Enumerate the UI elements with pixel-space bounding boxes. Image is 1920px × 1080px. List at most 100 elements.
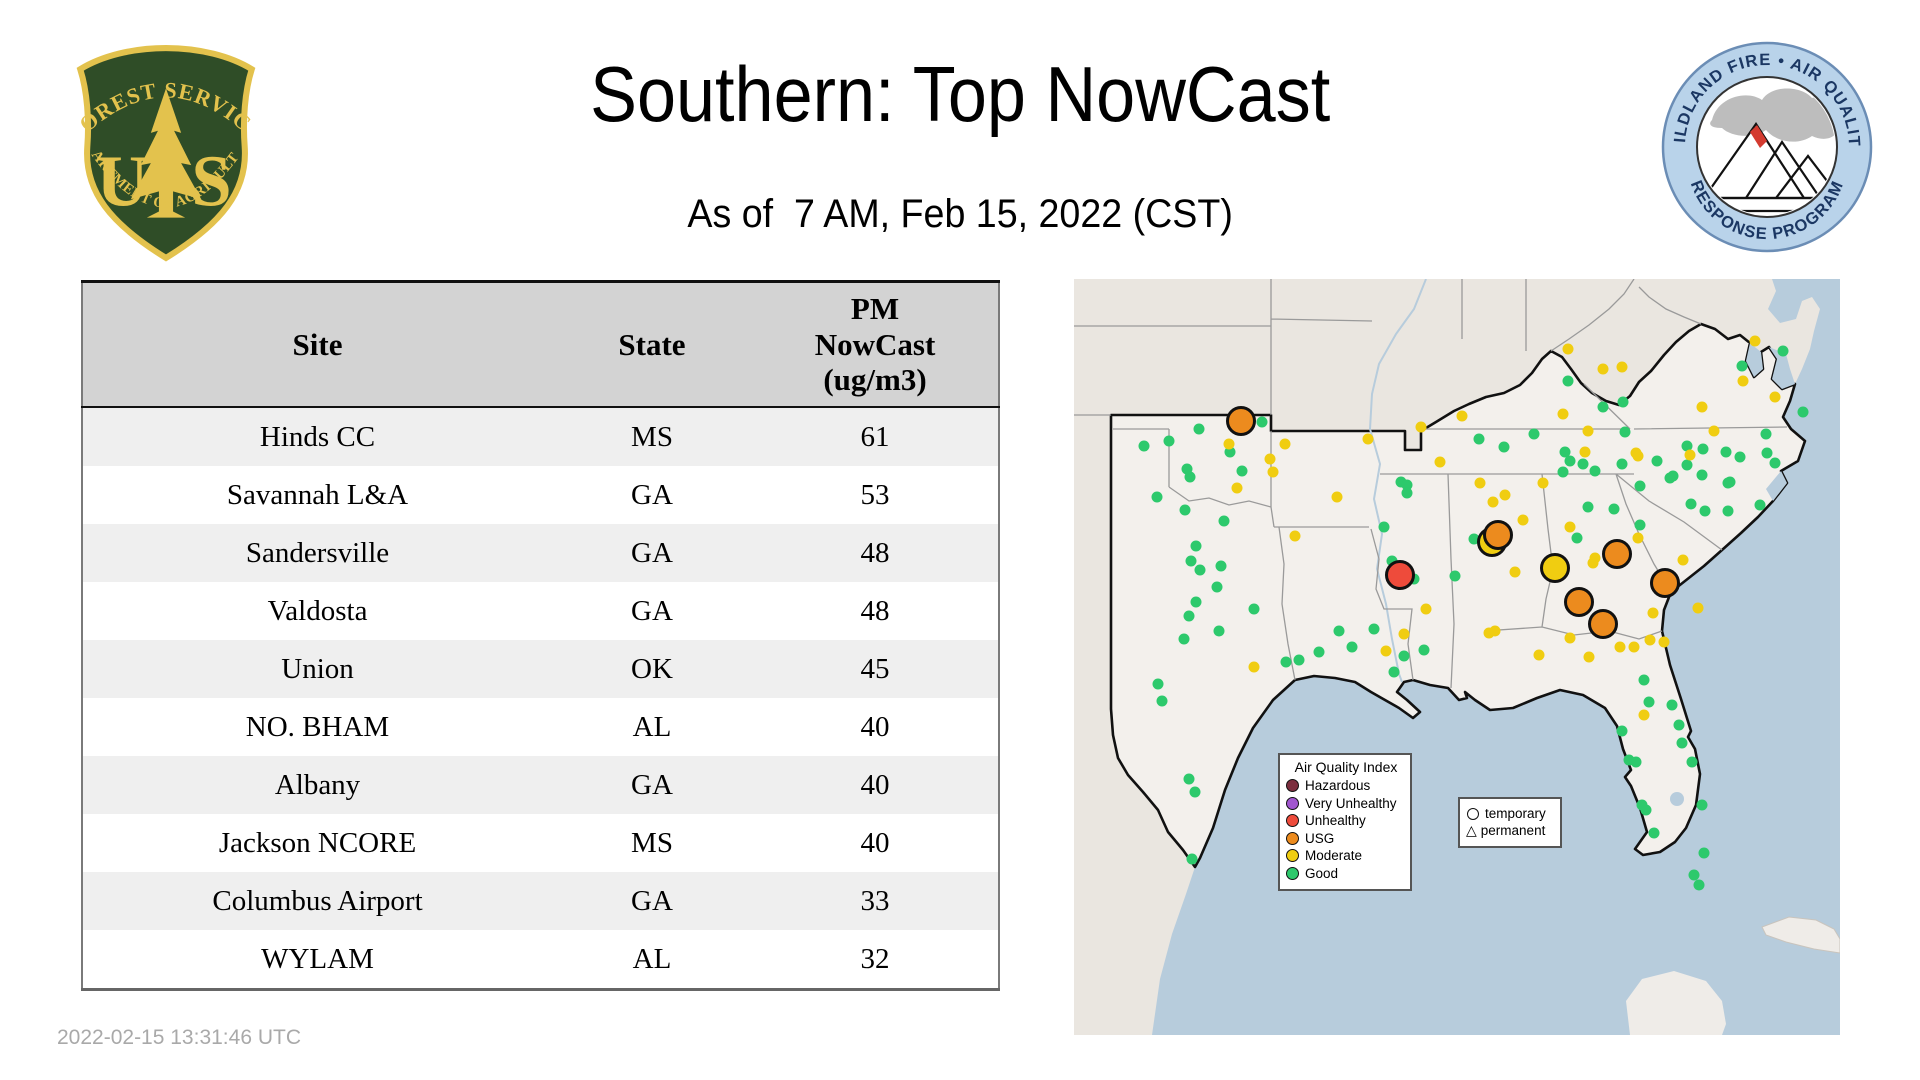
monitor-dot (1577, 458, 1589, 470)
cuba-land (1761, 916, 1840, 954)
monitor-dot (1720, 446, 1732, 458)
aqi-legend-label: Hazardous (1305, 778, 1371, 793)
monitor-dot (1696, 799, 1708, 811)
monitor-dot (1640, 804, 1652, 816)
monitor-dot (1449, 570, 1461, 582)
monitor-dot (1589, 465, 1601, 477)
monitor-dot (1630, 756, 1642, 768)
state-cell: AL (552, 930, 752, 990)
monitor-dot (1597, 363, 1609, 375)
monitor-dot (1156, 695, 1168, 707)
monitor-dot (1754, 499, 1766, 511)
temporary-circle-icon (1467, 807, 1479, 820)
monitor-dot (1597, 401, 1609, 413)
monitor-dot (1632, 532, 1644, 544)
monitor-dot (1616, 458, 1628, 470)
monitor-dot (1658, 636, 1670, 648)
monitor-dot (1681, 440, 1693, 452)
monitor-dot (1696, 401, 1708, 413)
table-row: Jackson NCORE MS 40 (82, 814, 999, 872)
monitor-dot (1696, 469, 1708, 481)
site-markers-layer (1226, 406, 1680, 639)
monitor-dot (1434, 456, 1446, 468)
state-cell: MS (552, 407, 752, 466)
monitor-dot (1194, 564, 1206, 576)
monitor-dot (1666, 699, 1678, 711)
aqi-legend-label: Unhealthy (1305, 813, 1366, 828)
monitor-dot (1564, 521, 1576, 533)
pm-nowcast-cell: 40 (752, 814, 999, 872)
monitor-dot (1178, 633, 1190, 645)
top-site-marker (1588, 609, 1618, 639)
table-row: Valdosta GA 48 (82, 582, 999, 640)
aqi-color-swatch (1286, 796, 1299, 810)
monitor-dot (1248, 603, 1260, 615)
pm-nowcast-cell: 32 (752, 930, 999, 990)
monitor-dot (1211, 581, 1223, 593)
pm-nowcast-cell: 33 (752, 872, 999, 930)
monitor-dot (1651, 455, 1663, 467)
forest-service-logo: FOREST SERVICE U S DEPARTMENT OF AGRICUL… (70, 42, 256, 262)
monitor-dot (1619, 426, 1631, 438)
monitor-dot (1256, 416, 1268, 428)
aqi-legend-label: Very Unhealthy (1305, 795, 1397, 811)
site-cell: Savannah L&A (82, 466, 552, 524)
state-cell: OK (552, 640, 752, 698)
monitor-dot (1676, 737, 1688, 749)
site-cell: Hinds CC (82, 407, 552, 466)
monitor-dot (1489, 625, 1501, 637)
monitor-dot (1388, 666, 1400, 678)
table-row: Savannah L&A GA 53 (82, 466, 999, 524)
monitor-dot (1769, 391, 1781, 403)
monitor-dot (1185, 555, 1197, 567)
monitor-dot (1582, 501, 1594, 513)
table-row: Albany GA 40 (82, 756, 999, 814)
aqi-legend-label: USG (1305, 830, 1335, 846)
monitor-dot (1183, 610, 1195, 622)
top-site-marker (1540, 553, 1570, 583)
site-cell: Jackson NCORE (82, 814, 552, 872)
monitor-dot (1582, 425, 1594, 437)
table-row: Union OK 45 (82, 640, 999, 698)
monitor-dot (1562, 375, 1574, 387)
nowcast-table: Site State PM NowCast (ug/m3) Hinds CC MS 61… (81, 280, 1000, 991)
aqi-legend-item: Very Unhealthy (1286, 795, 1406, 811)
monitor-dot (1473, 433, 1485, 445)
top-site-marker (1564, 587, 1594, 617)
state-cell: AL (552, 698, 752, 756)
pm-nowcast-cell: 53 (752, 466, 999, 524)
top-site-marker (1650, 568, 1680, 598)
fs-letter-u: U (96, 140, 148, 221)
aqi-legend: Air Quality Index Hazardous Very Unhealth… (1278, 753, 1412, 891)
monitor-dot (1474, 477, 1486, 489)
fire-mark-icon (1750, 125, 1767, 148)
monitor-dot (1378, 521, 1390, 533)
monitor-dot (1418, 644, 1430, 656)
marker-type-label: permanent (1480, 822, 1546, 838)
site-cell: WYLAM (82, 930, 552, 990)
monitor-dot (1769, 457, 1781, 469)
site-cell: Albany (82, 756, 552, 814)
state-cell: GA (552, 466, 752, 524)
monitor-dot (1401, 479, 1413, 491)
monitor-dot (1628, 641, 1640, 653)
monitor-dot (1617, 396, 1629, 408)
table-row: Sandersville GA 48 (82, 524, 999, 582)
aqi-color-swatch (1286, 849, 1299, 863)
monitor-dot (1564, 455, 1576, 467)
table-row: NO. BHAM AL 40 (82, 698, 999, 756)
monitor-dot (1686, 756, 1698, 768)
yucatan-land (1626, 971, 1726, 1035)
aqi-legend-item: Unhealthy (1286, 814, 1406, 828)
monitor-dot (1331, 491, 1343, 503)
top-site-marker (1602, 539, 1632, 569)
monitor-dot (1616, 725, 1628, 737)
monitor-dot (1681, 459, 1693, 471)
monitor-dot (1533, 649, 1545, 661)
monitor-dot (1797, 406, 1809, 418)
monitor-dot (1777, 345, 1789, 357)
monitor-dot (1313, 646, 1325, 658)
top-site-marker (1226, 406, 1256, 436)
monitor-dot (1648, 827, 1660, 839)
